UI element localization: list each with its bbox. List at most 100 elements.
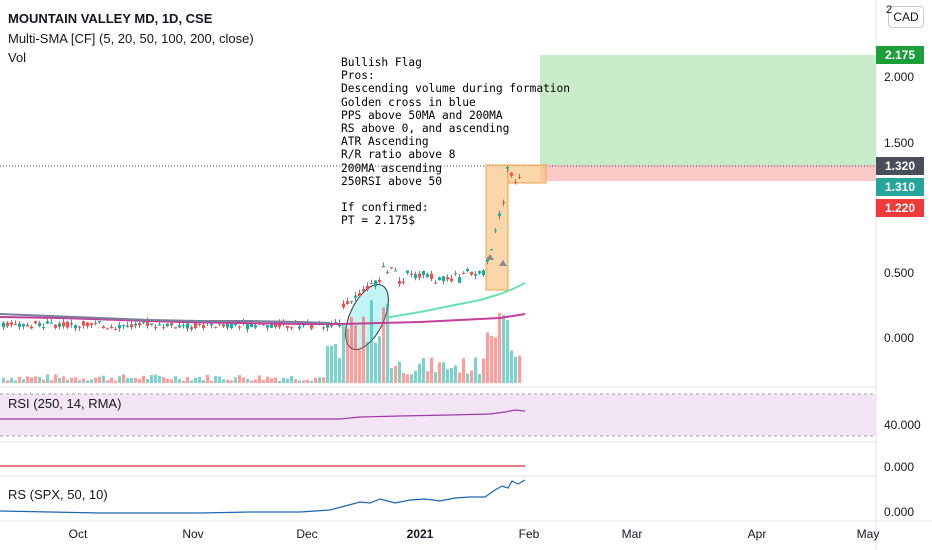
candle-body (50, 322, 53, 324)
volume-bar (462, 358, 465, 383)
volume-bar (190, 380, 193, 383)
volume-bar (406, 374, 409, 383)
volume-bar (46, 374, 49, 383)
candle-body (250, 322, 253, 328)
candle-body (182, 325, 185, 327)
volume-bar (106, 380, 109, 383)
candle-body (406, 270, 409, 274)
candle-body (210, 323, 213, 326)
volume-bar (118, 376, 121, 383)
sma50-line (384, 282, 526, 319)
candle-body (86, 322, 89, 327)
volume-legend[interactable]: Vol (8, 50, 27, 65)
volume-bar (14, 380, 17, 383)
volume-bar (58, 378, 61, 383)
volume-bar (354, 325, 357, 383)
volume-bar (114, 380, 117, 383)
volume-bar (414, 370, 417, 383)
candle-body (62, 322, 65, 327)
volume-bar (2, 377, 5, 383)
candle-body (126, 325, 129, 328)
sma-legend[interactable]: Multi-SMA [CF] (5, 20, 50, 100, 200, clo… (8, 31, 254, 46)
volume-bar (430, 357, 433, 383)
candle-body (82, 321, 85, 326)
volume-bar (418, 363, 421, 383)
rsi-line (0, 409, 526, 420)
candle-body (350, 301, 353, 303)
price-axis-partial-tick: 2 (886, 4, 893, 16)
volume-bar (22, 379, 25, 383)
volume-bar (26, 376, 29, 383)
candle-body (434, 282, 437, 284)
flag-box[interactable] (507, 164, 547, 184)
rsi-pane-label[interactable]: RSI (250, 14, RMA) (8, 396, 122, 411)
volume-bar (42, 379, 45, 383)
candle-body (42, 327, 45, 329)
volume-bar (262, 379, 265, 383)
entry-price-tag: 1.310 (876, 178, 924, 196)
candle-body (102, 326, 105, 329)
candle-body (506, 167, 509, 169)
candle-body (398, 280, 401, 285)
candle-body (230, 323, 233, 329)
volume-bar (374, 342, 377, 383)
volume-bar (102, 375, 105, 383)
volume-bar (394, 365, 397, 383)
candle-body (494, 230, 497, 232)
volume-bar (242, 377, 245, 383)
time-label: Feb (518, 527, 540, 541)
volume-bar (378, 336, 381, 383)
volume-bar (178, 379, 181, 383)
atr-tick: 0.000 (884, 460, 915, 474)
candle-body (14, 323, 17, 325)
currency-button[interactable]: CAD (888, 6, 924, 28)
time-label: Nov (182, 527, 204, 541)
candle-body (166, 323, 169, 327)
stop-zone[interactable] (540, 165, 876, 181)
volume-bar (338, 358, 341, 383)
candle-body (374, 280, 377, 287)
candle-body (286, 325, 289, 328)
volume-bar (194, 377, 197, 383)
candle-body (246, 323, 249, 329)
candle-body (518, 177, 521, 179)
volume-bar (482, 358, 485, 383)
volume-bar (294, 379, 297, 383)
candle-body (426, 274, 429, 278)
volume-bar (286, 378, 289, 383)
volume-bar (370, 300, 373, 383)
candle-body (146, 321, 149, 326)
candle-body (10, 322, 13, 325)
volume-bar (174, 376, 177, 383)
candle-body (238, 326, 241, 328)
price-tick: 0.000 (884, 331, 915, 345)
sma-gray-line (0, 313, 331, 324)
candle-body (94, 322, 97, 324)
volume-bar (314, 377, 317, 383)
candle-body (190, 327, 193, 330)
volume-bar (518, 355, 521, 383)
candle-body (358, 293, 361, 297)
signal-triangle (486, 254, 494, 260)
candle-body (70, 323, 73, 325)
target-zone[interactable] (540, 55, 876, 165)
candle-body (490, 249, 493, 251)
last-price-tag: 1.320 (876, 157, 924, 175)
candle-body (26, 324, 29, 327)
volume-bar (438, 362, 441, 383)
trade-note[interactable]: Bullish Flag Pros: Descending volume dur… (341, 56, 571, 228)
candle-body (362, 288, 365, 292)
rs-pane-label[interactable]: RS (SPX, 50, 10) (8, 487, 108, 502)
candle-body (58, 323, 61, 327)
candle-body (486, 259, 489, 262)
volume-bar (350, 317, 353, 383)
volume-bar (402, 373, 405, 383)
candle-body (178, 325, 181, 328)
volume-bar (298, 380, 301, 383)
chart-title: MOUNTAIN VALLEY MD, 1D, CSE (8, 11, 213, 26)
candle-body (366, 285, 369, 290)
volume-bar (458, 372, 461, 383)
candle-body (114, 328, 117, 330)
volume-bar (434, 372, 437, 383)
